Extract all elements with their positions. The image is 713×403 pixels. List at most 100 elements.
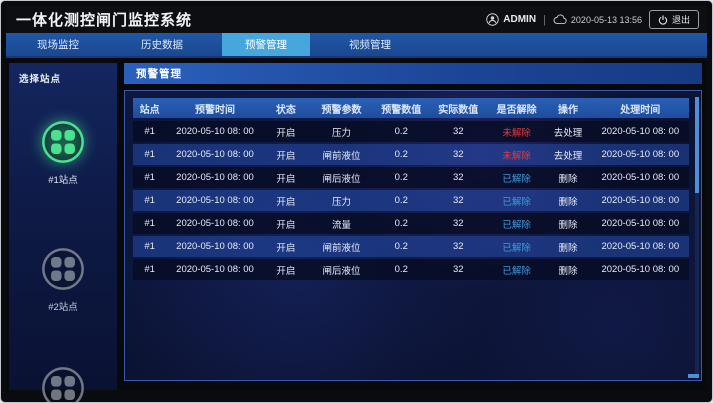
cell-status: 开启: [276, 219, 296, 231]
sidebar-title: 选择站点: [19, 74, 62, 85]
table-row[interactable]: #1 2020-05-10 08: 00 开启 压力 0.2 32 已解除 删除…: [133, 190, 689, 211]
table-row[interactable]: #1 2020-05-10 08: 00 开启 闸前液位 0.2 32 已解除 …: [133, 236, 689, 257]
sidebar-item-station-1[interactable]: #1站点: [40, 119, 86, 186]
resolved-status-badge: 未解除: [502, 127, 531, 139]
cell-handle-time: 2020-05-10 08: 00: [601, 172, 680, 183]
cell-actual-value: 32: [452, 172, 464, 183]
table-row[interactable]: #1 2020-05-10 08: 00 开启 流量 0.2 32 已解除 删除…: [133, 213, 689, 234]
user-name: ADMIN: [503, 14, 537, 25]
cell-alert-time: 2020-05-10 08: 00: [176, 172, 254, 183]
row-action-link[interactable]: 删除: [558, 196, 578, 208]
resolved-status-badge: 已解除: [502, 196, 531, 208]
cell-status: 开启: [276, 173, 296, 185]
cell-alert-value: 0.2: [394, 126, 408, 137]
titlebar: 一体化测控闸门监控系统 ADMIN | 2020-05-13 13:56 退出: [6, 6, 707, 33]
resolved-status-badge: 已解除: [502, 173, 531, 185]
logout-button[interactable]: 退出: [648, 10, 699, 29]
table-row[interactable]: #1 2020-05-10 08: 00 开启 压力 0.2 32 未解除 去处…: [133, 121, 689, 142]
datetime-label: 2020-05-13 13:56: [570, 14, 642, 25]
clover-station-icon: [40, 365, 86, 402]
col-station: 站点: [139, 104, 160, 116]
cell-station: #1: [144, 126, 155, 137]
cell-actual-value: 32: [452, 241, 464, 252]
cell-alert-value: 0.2: [394, 195, 408, 206]
tab-site-monitor[interactable]: 现场监控: [37, 39, 79, 51]
cell-actual-value: 32: [452, 195, 464, 206]
col-actual-value: 实际数值: [438, 104, 479, 116]
cell-alert-time: 2020-05-10 08: 00: [176, 195, 254, 206]
content-area: 选择站点 #1站点: [6, 58, 707, 402]
table-row[interactable]: #1 2020-05-10 08: 00 开启 闸后液位 0.2 32 已解除 …: [133, 167, 689, 188]
cell-alert-time: 2020-05-10 08: 00: [176, 241, 254, 252]
cell-alert-time: 2020-05-10 08: 00: [176, 264, 254, 275]
header-divider: |: [543, 13, 546, 26]
resolved-status-badge: 已解除: [502, 265, 531, 277]
col-action: 操作: [558, 104, 579, 116]
cell-handle-time: 2020-05-10 08: 00: [601, 264, 680, 275]
cell-param: 流量: [331, 219, 351, 231]
cell-actual-value: 32: [452, 264, 464, 275]
sidebar-item-station-3[interactable]: #3站点: [40, 365, 86, 402]
row-action-link[interactable]: 删除: [558, 219, 578, 231]
tab-video-management[interactable]: 视频管理: [349, 39, 391, 51]
station-sidebar: 选择站点 #1站点: [9, 63, 117, 402]
table-row[interactable]: #1 2020-05-10 08: 00 开启 闸后液位 0.2 32 已解除 …: [133, 259, 689, 280]
resolved-status-badge: 未解除: [502, 150, 531, 162]
col-param: 预警参数: [321, 104, 362, 116]
cell-param: 闸前液位: [322, 150, 361, 162]
station-label: #2站点: [48, 302, 78, 313]
col-resolved: 是否解除: [496, 104, 537, 116]
resolved-status-badge: 已解除: [502, 242, 531, 254]
row-action-link[interactable]: 删除: [558, 242, 578, 254]
user-icon: [486, 13, 500, 26]
vertical-scrollbar-thumb[interactable]: [695, 97, 699, 193]
table-row[interactable]: #1 2020-05-10 08: 00 开启 闸前液位 0.2 32 未解除 …: [133, 144, 689, 165]
cell-station: #1: [144, 195, 155, 206]
cell-actual-value: 32: [452, 126, 464, 137]
cell-handle-time: 2020-05-10 08: 00: [601, 126, 680, 137]
sidebar-item-station-2[interactable]: #2站点: [40, 246, 86, 313]
row-action-link[interactable]: 去处理: [553, 150, 583, 162]
cell-station: #1: [144, 218, 155, 229]
nav-tabs: 现场监控 历史数据 预警管理 视频管理: [6, 33, 707, 58]
cell-param: 压力: [331, 196, 351, 208]
col-alert-value: 预警数值: [381, 104, 422, 116]
cell-param: 闸后液位: [322, 265, 361, 277]
cell-alert-value: 0.2: [394, 218, 408, 229]
weather-cloud-icon: [553, 14, 567, 25]
cell-status: 开启: [276, 196, 296, 208]
cell-actual-value: 32: [452, 218, 464, 229]
col-status: 状态: [275, 104, 296, 116]
horizontal-scrollbar-thumb[interactable]: [688, 374, 699, 378]
cell-param: 闸后液位: [322, 173, 361, 185]
row-action-link[interactable]: 删除: [558, 173, 578, 185]
cell-status: 开启: [276, 127, 296, 139]
power-icon: [658, 14, 668, 25]
cell-status: 开启: [276, 242, 296, 254]
alert-table: 站点 预警时间 状态 预警参数 预警数值 实际数值 是否解除 操作 处理时间 #…: [124, 90, 702, 381]
row-action-link[interactable]: 删除: [558, 265, 578, 277]
cell-alert-value: 0.2: [394, 172, 408, 183]
cell-alert-value: 0.2: [394, 241, 408, 252]
vertical-scrollbar[interactable]: [695, 97, 699, 374]
cell-station: #1: [144, 172, 155, 183]
cell-station: #1: [144, 149, 155, 160]
cell-alert-time: 2020-05-10 08: 00: [176, 218, 254, 229]
datetime-chip: 2020-05-13 13:56: [553, 14, 642, 25]
row-action-link[interactable]: 去处理: [553, 127, 583, 139]
cell-status: 开启: [276, 150, 296, 162]
tab-alert-management[interactable]: 预警管理: [222, 33, 310, 56]
cell-handle-time: 2020-05-10 08: 00: [601, 195, 680, 206]
clover-station-icon: [40, 119, 86, 165]
user-chip[interactable]: ADMIN: [486, 13, 536, 26]
panel-title: 预警管理: [124, 63, 702, 84]
cell-alert-value: 0.2: [394, 264, 408, 275]
logout-label: 退出: [671, 15, 690, 25]
tab-history-data[interactable]: 历史数据: [141, 39, 183, 51]
cell-station: #1: [144, 241, 155, 252]
main-panel: 预警管理 站点 预警时间 状态 预警参数 预警数值 实际数值 是否解除 操作 处…: [124, 63, 705, 390]
station-label: #1站点: [48, 175, 78, 186]
cell-handle-time: 2020-05-10 08: 00: [601, 218, 680, 229]
cell-alert-time: 2020-05-10 08: 00: [176, 126, 254, 137]
